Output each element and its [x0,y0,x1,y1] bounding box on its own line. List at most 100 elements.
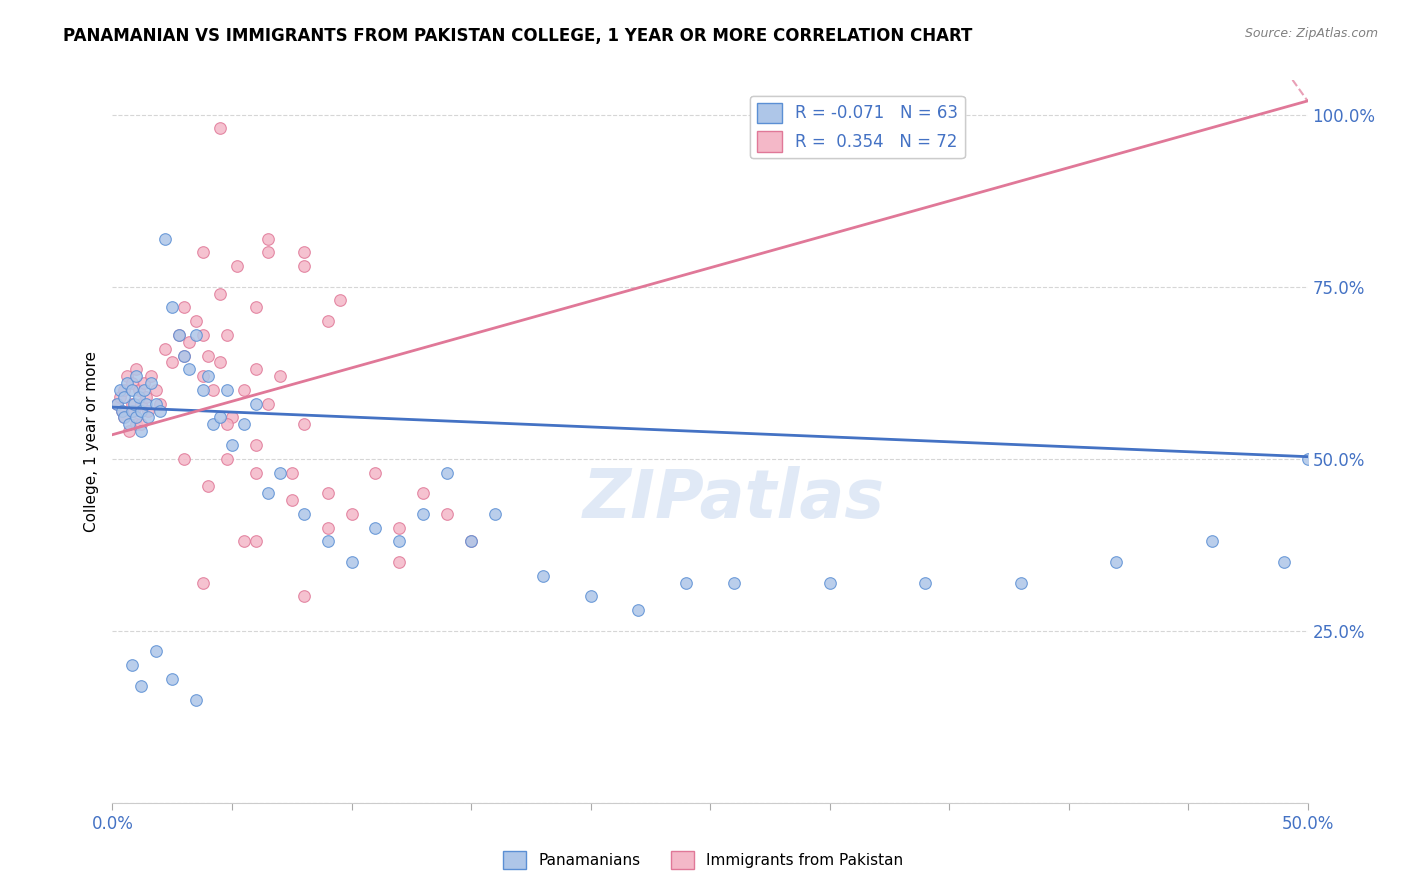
Point [209,410,232,425]
Point [114,390,135,404]
Point [281,466,304,480]
Point [118,417,141,432]
Point [139,376,162,390]
Point [169,327,191,342]
Point [245,301,267,315]
Point [197,479,219,493]
Point [128,390,150,404]
Point [121,403,143,417]
Point [118,424,141,438]
Point [114,410,135,425]
Point [138,410,160,425]
Point [149,397,172,411]
Point [292,590,315,604]
Point [627,603,650,617]
Point [197,349,219,363]
Point [221,438,243,452]
Point [132,376,155,390]
Point [193,575,215,590]
Point [105,397,128,411]
Point [121,376,143,390]
Text: PANAMANIAN VS IMMIGRANTS FROM PAKISTAN COLLEGE, 1 YEAR OR MORE CORRELATION CHART: PANAMANIAN VS IMMIGRANTS FROM PAKISTAN C… [63,27,973,45]
Point [145,644,167,658]
Legend: Panamanians, Immigrants from Pakistan: Panamanians, Immigrants from Pakistan [496,845,910,875]
Point [169,327,191,342]
Point [388,520,411,534]
Point [105,397,128,411]
Point [209,286,232,301]
Point [173,349,195,363]
Point [818,575,841,590]
Point [193,327,215,342]
Point [316,314,339,328]
Point [115,376,138,390]
Point [292,507,315,521]
Point [162,355,183,369]
Point [122,397,145,411]
Point [186,692,208,706]
Point [412,486,434,500]
Point [125,410,148,425]
Text: ZIPatlas: ZIPatlas [583,467,884,533]
Point [460,534,482,549]
Point [531,568,554,582]
Point [217,417,239,432]
Point [257,486,280,500]
Point [245,534,267,549]
Point [245,362,267,376]
Point [436,507,458,521]
Point [145,397,167,411]
Point [129,424,152,438]
Point [209,121,232,136]
Point [292,245,315,260]
Point [257,397,280,411]
Point [186,327,208,342]
Point [245,466,267,480]
Point [173,451,195,466]
Point [122,403,145,417]
Point [115,369,138,384]
Point [1296,451,1319,466]
Point [233,417,256,432]
Point [329,293,352,308]
Point [125,369,148,384]
Point [108,390,131,404]
Point [412,507,434,521]
Point [135,390,157,404]
Point [364,520,387,534]
Text: Source: ZipAtlas.com: Source: ZipAtlas.com [1244,27,1378,40]
Point [114,383,135,397]
Point [292,259,315,273]
Point [121,397,143,411]
Point [129,679,152,693]
Point [1010,575,1032,590]
Point [484,507,506,521]
Point [340,507,363,521]
Point [245,438,267,452]
Point [217,383,239,397]
Point [193,369,215,384]
Point [128,383,150,397]
Y-axis label: College, 1 year or more: College, 1 year or more [83,351,98,532]
Point [162,672,183,686]
Point [281,493,304,508]
Point [257,245,280,260]
Point [193,245,215,260]
Legend: R = -0.071   N = 63, R =  0.354   N = 72: R = -0.071 N = 63, R = 0.354 N = 72 [749,95,965,158]
Point [108,383,131,397]
Point [233,383,256,397]
Point [292,417,315,432]
Point [316,534,339,549]
Point [129,397,152,411]
Point [364,466,387,480]
Point [145,383,167,397]
Point [388,555,411,569]
Point [436,466,458,480]
Point [153,231,176,245]
Point [269,466,291,480]
Point [225,259,247,273]
Point [111,403,134,417]
Point [193,383,215,397]
Point [316,520,339,534]
Point [173,301,195,315]
